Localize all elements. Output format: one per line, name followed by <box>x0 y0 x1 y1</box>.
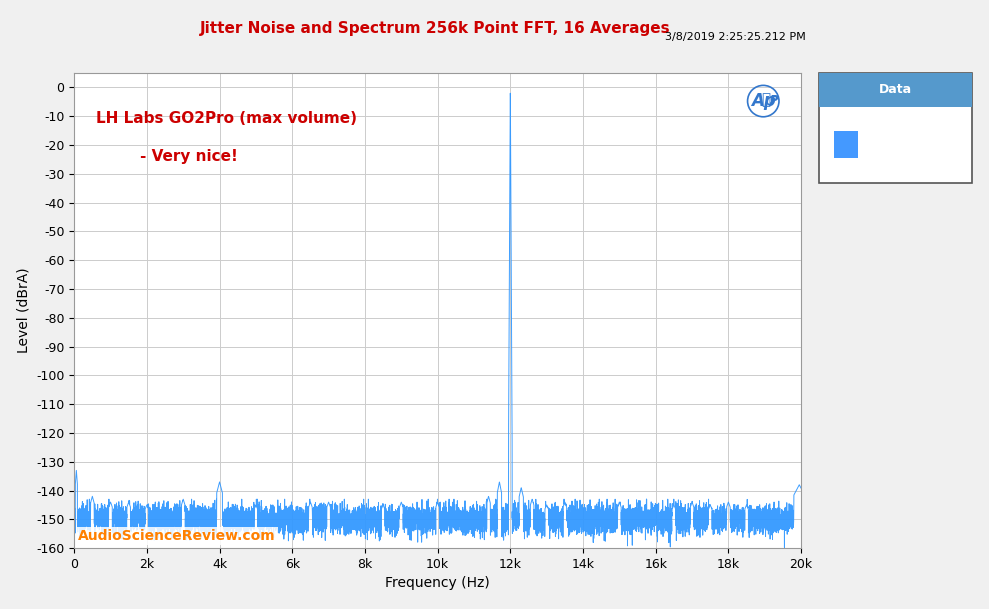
Text: Ap: Ap <box>751 92 775 110</box>
Text: Data: Data <box>879 83 912 96</box>
Text: 3/8/2019 2:25:25.212 PM: 3/8/2019 2:25:25.212 PM <box>666 32 806 41</box>
Text: LH Labs GO2Pro (max volume): LH Labs GO2Pro (max volume) <box>96 111 357 126</box>
Y-axis label: Level (dBrA): Level (dBrA) <box>17 268 31 353</box>
Text: Jitter Noise and Spectrum 256k Point FFT, 16 Averages: Jitter Noise and Spectrum 256k Point FFT… <box>200 21 671 37</box>
Text: Ⓐᴘ: Ⓐᴘ <box>762 92 779 107</box>
Text: - Very nice!: - Very nice! <box>139 149 237 164</box>
Text: AudioScienceReview.com: AudioScienceReview.com <box>78 529 275 543</box>
X-axis label: Frequency (Hz): Frequency (Hz) <box>386 576 490 590</box>
